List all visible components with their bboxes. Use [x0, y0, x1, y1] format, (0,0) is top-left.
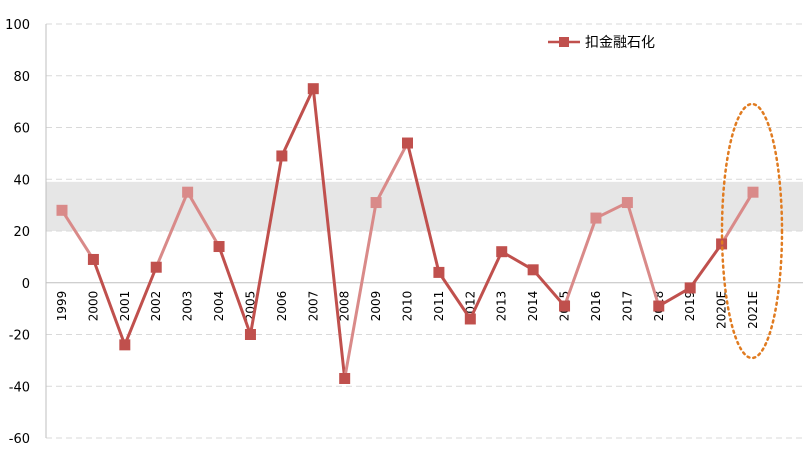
x-tick-label: 2019	[683, 291, 697, 322]
series-line-segment	[343, 201, 378, 380]
shaded-band	[46, 181, 803, 231]
series-line-segment	[186, 190, 221, 249]
series-line-segment	[248, 154, 284, 336]
data-point	[464, 313, 476, 325]
y-tick-label: 60	[13, 122, 30, 137]
data-point	[621, 197, 633, 209]
gridlines	[46, 23, 803, 439]
x-axis: 1999 2000 2001 2002 2003 2004 2005 2006 2007 2008…	[46, 282, 803, 329]
data-point	[276, 150, 288, 162]
y-tick-label: -40	[9, 380, 30, 395]
series-line-segment	[91, 257, 127, 347]
x-tick-label: 2002	[149, 291, 163, 322]
x-tick-label: 2021E	[746, 291, 760, 329]
x-tick-label: 1999	[55, 291, 69, 322]
x-tick-label: 2006	[275, 291, 289, 322]
series-line-segment	[468, 250, 504, 321]
y-tick-label: 100	[5, 18, 30, 33]
data-point	[244, 329, 256, 340]
legend-marker-swatch	[559, 37, 569, 47]
x-tick-label: 2014	[526, 291, 540, 322]
x-tick-label: 2007	[306, 291, 320, 322]
series-line-segment	[688, 242, 724, 290]
data-point	[56, 204, 68, 216]
x-tick-label: 2001	[118, 291, 132, 322]
series-line-segment	[311, 87, 347, 380]
data-point	[150, 261, 162, 273]
series-line-segment	[720, 190, 755, 246]
x-tick-label: 2016	[589, 291, 603, 322]
y-tick-label: 20	[13, 225, 30, 240]
data-point	[496, 246, 508, 258]
x-tick-label: 2000	[86, 291, 100, 322]
series-line-segment	[123, 265, 158, 347]
series-line-segment	[60, 208, 95, 261]
x-tick-label: 2009	[369, 291, 383, 322]
annotation-ellipse	[720, 102, 784, 360]
series-line-segment	[531, 268, 567, 308]
x-tick-label: 2011	[432, 291, 446, 322]
data-point	[527, 264, 539, 276]
data-point	[433, 266, 445, 278]
series-line-segment	[563, 216, 598, 308]
data-point	[653, 300, 665, 312]
x-tick-label: 2003	[181, 291, 195, 322]
series-line-segment	[280, 87, 315, 158]
y-tick-label: 80	[13, 70, 30, 85]
series-line-segment	[217, 245, 252, 336]
data-point	[747, 186, 759, 198]
data-point	[87, 253, 99, 265]
data-point	[559, 300, 571, 312]
series-line-segment	[625, 201, 661, 308]
legend: 扣金融石化	[548, 35, 655, 51]
data-point	[213, 241, 225, 253]
y-tick-label: 0	[22, 277, 30, 292]
data-point	[370, 197, 382, 209]
series-line-segment	[406, 141, 441, 274]
series-markers	[56, 83, 759, 384]
series-lines	[60, 87, 755, 380]
data-point	[590, 212, 602, 224]
y-axis: 100 80 60 40 20 0 -20 -40 -60	[5, 18, 47, 447]
data-point	[402, 137, 413, 149]
x-tick-label: 2010	[401, 291, 415, 322]
series-line-segment	[437, 270, 472, 321]
x-tick-label: 2013	[495, 291, 509, 322]
legend-label: 扣金融石化	[585, 35, 655, 51]
series-line-segment	[154, 190, 190, 269]
x-tick-label: 2008	[338, 291, 352, 322]
y-tick-label: -20	[9, 329, 30, 344]
data-point	[307, 83, 319, 95]
series-line-segment	[374, 141, 409, 205]
x-tick-label: 2017	[620, 291, 634, 322]
y-tick-label: -60	[9, 432, 30, 447]
x-tick-label: 2004	[212, 291, 226, 322]
x-tick-label: 2020E	[715, 291, 729, 329]
data-point	[684, 282, 696, 294]
data-point	[119, 339, 131, 351]
annotation-ellipse-layer	[720, 102, 784, 360]
data-point	[339, 372, 351, 384]
y-tick-label: 40	[13, 173, 30, 188]
data-point	[182, 186, 194, 198]
highlight-band	[46, 181, 803, 231]
